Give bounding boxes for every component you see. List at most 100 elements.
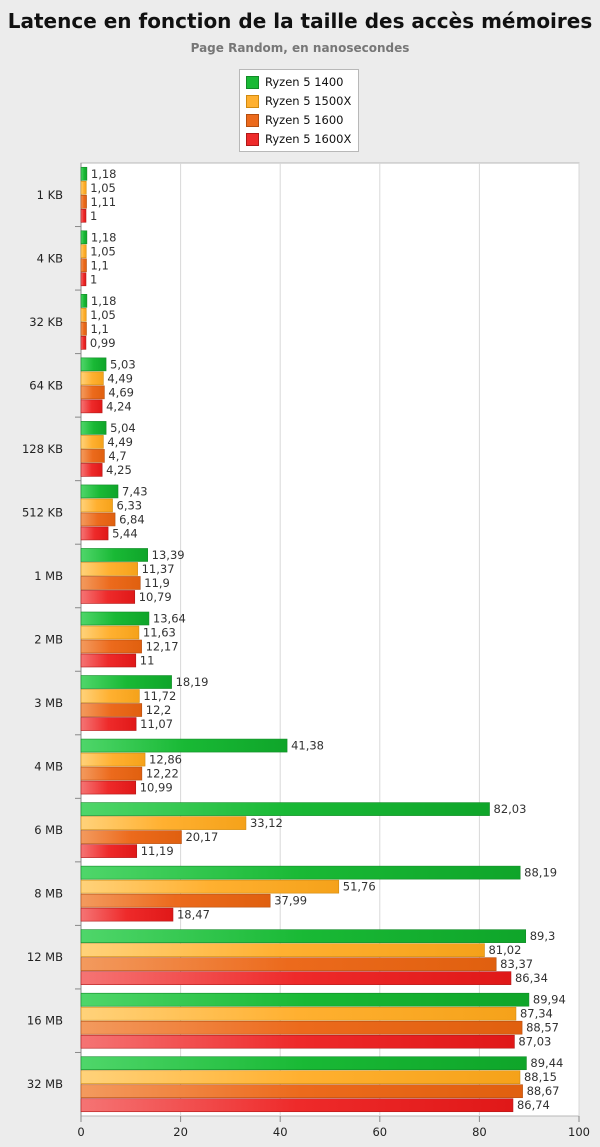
data-label: 11,07	[140, 717, 173, 731]
data-label: 1,05	[90, 308, 116, 322]
bar	[80, 322, 87, 336]
bar	[80, 717, 137, 731]
data-label: 5,44	[112, 526, 138, 540]
bar	[80, 893, 271, 908]
data-label: 1,05	[90, 181, 116, 195]
data-label: 13,64	[153, 612, 186, 626]
legend-item-ryzen-5-1400[interactable]: Ryzen 5 1400	[246, 74, 343, 90]
data-label: 10,79	[139, 590, 172, 604]
bar	[80, 258, 87, 273]
legend-label: Ryzen 5 1400	[265, 75, 344, 89]
bar	[80, 780, 137, 795]
data-label: 87,34	[520, 1007, 553, 1021]
bar	[80, 689, 140, 703]
data-label: 83,37	[500, 957, 533, 971]
data-label: 4,7	[108, 449, 126, 463]
data-label: 12,22	[146, 767, 179, 781]
data-label: 11,19	[141, 844, 174, 858]
bar	[80, 738, 288, 753]
x-tick-label: 40	[273, 1125, 288, 1139]
data-label: 6,84	[119, 512, 145, 526]
bar	[80, 512, 116, 527]
data-label: 1	[90, 209, 97, 223]
legend: Ryzen 5 1400 Ryzen 5 1500X Ryzen 5 1600 …	[239, 69, 359, 152]
data-label: 18,19	[176, 675, 209, 689]
bar	[80, 208, 87, 223]
bar	[80, 548, 148, 562]
chart-title: Latence en fonction de la taille des acc…	[7, 9, 593, 33]
bar	[80, 371, 104, 386]
data-label: 11,63	[143, 626, 176, 640]
legend-item-ryzen-5-1500x[interactable]: Ryzen 5 1500X	[246, 93, 351, 109]
data-label: 18,47	[177, 908, 210, 922]
bar	[80, 244, 87, 259]
category-label: 1 MB	[34, 569, 63, 583]
bar	[80, 336, 87, 350]
bar	[80, 766, 143, 781]
chart-subtitle: Page Random, en nanosecondes	[190, 41, 410, 55]
data-label: 88,19	[524, 866, 557, 880]
x-tick-label: 60	[372, 1125, 387, 1139]
category-label: 512 KB	[22, 505, 63, 519]
data-label: 37,99	[274, 894, 307, 908]
bar	[80, 639, 142, 654]
bar	[80, 1020, 523, 1035]
bar	[80, 865, 521, 880]
data-label: 12,2	[146, 703, 172, 717]
category-label: 32 MB	[27, 1077, 63, 1091]
bar	[80, 703, 143, 717]
bar	[80, 844, 138, 858]
bar	[80, 971, 512, 985]
legend-label: Ryzen 5 1500X	[265, 94, 352, 108]
bar	[80, 752, 146, 767]
data-label: 82,03	[494, 802, 527, 816]
bar	[80, 943, 485, 957]
x-tick-label: 20	[173, 1125, 188, 1139]
x-tick-label: 100	[568, 1125, 590, 1139]
bar	[80, 562, 138, 576]
bar	[80, 802, 490, 816]
bar	[80, 1070, 521, 1085]
data-label: 89,44	[530, 1056, 563, 1070]
category-label: 4 KB	[37, 251, 64, 265]
bar	[80, 1098, 514, 1113]
bar	[80, 929, 527, 943]
data-label: 1,05	[90, 244, 116, 258]
bar	[80, 194, 87, 209]
category-label: 128 KB	[22, 442, 63, 456]
bar	[80, 1034, 515, 1049]
plot-area	[80, 162, 580, 1117]
category-label: 4 MB	[34, 760, 63, 774]
legend-item-ryzen-5-1600x[interactable]: Ryzen 5 1600X	[246, 131, 351, 147]
data-label: 1,18	[91, 167, 117, 181]
data-label: 88,57	[526, 1021, 559, 1035]
data-label: 4,49	[107, 435, 133, 449]
bar	[80, 166, 88, 181]
data-label: 4,49	[107, 371, 133, 385]
category-label: 1 KB	[37, 188, 64, 202]
bar	[80, 421, 107, 435]
bar	[80, 294, 88, 308]
bar	[80, 272, 87, 287]
bar	[80, 230, 88, 245]
category-label: 12 MB	[27, 950, 63, 964]
data-label: 89,3	[530, 929, 556, 943]
category-label: 6 MB	[34, 823, 63, 837]
data-label: 13,39	[152, 548, 185, 562]
bar	[80, 435, 104, 449]
legend-label: Ryzen 5 1600X	[265, 132, 352, 146]
legend-item-ryzen-5-1600[interactable]: Ryzen 5 1600	[246, 112, 343, 128]
bar	[80, 399, 103, 414]
x-tick-label: 80	[472, 1125, 487, 1139]
data-label: 88,15	[524, 1070, 557, 1084]
bar	[80, 992, 530, 1007]
bar	[80, 463, 103, 477]
category-label: 32 KB	[29, 315, 63, 329]
data-label: 1,1	[90, 322, 108, 336]
data-label: 89,94	[533, 993, 566, 1007]
data-label: 41,38	[291, 739, 324, 753]
data-label: 11	[140, 654, 155, 668]
bar	[80, 308, 87, 322]
data-label: 86,74	[517, 1098, 550, 1112]
